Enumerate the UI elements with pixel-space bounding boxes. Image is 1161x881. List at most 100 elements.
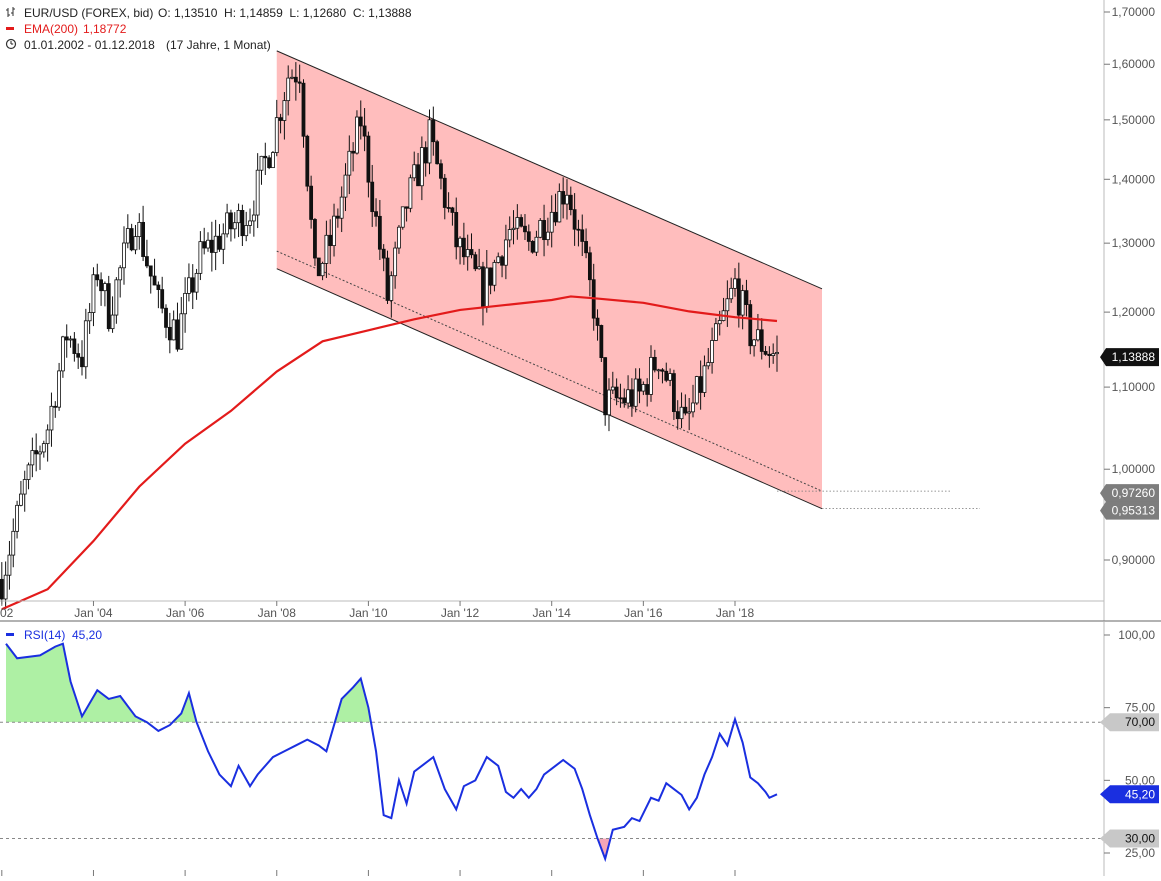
ema200-line[interactable] [1, 295, 778, 611]
candle-body [702, 365, 707, 393]
candle-body [57, 370, 61, 408]
candle-body [523, 225, 527, 233]
candle-body [645, 384, 650, 395]
candle-body [599, 325, 604, 359]
candle-body [171, 319, 176, 341]
price-tags[interactable]: 1,13888 0,97260 0,95313 [1100, 348, 1159, 520]
rsi-30-tag[interactable]: 30,00 [1100, 829, 1159, 848]
candle-body [305, 135, 310, 187]
candle-body [64, 336, 69, 341]
candle-body [282, 100, 287, 121]
rsi-legend: RSI(14) 45,20 [6, 628, 102, 642]
candle-body [710, 340, 714, 363]
candle-body [435, 141, 440, 165]
rsi-70-tag[interactable]: 70,00 [1100, 713, 1159, 732]
instrument-title: EUR/USD (FOREX, bid) [24, 6, 153, 20]
time-tick-label: Jan '12 [441, 606, 480, 620]
channel-upper-line[interactable] [276, 50, 823, 290]
rsi-30-tag-shape [1100, 829, 1159, 848]
candle-body [454, 212, 459, 248]
candle-body [393, 247, 398, 277]
candle-body [248, 220, 252, 226]
candle-body [572, 209, 577, 230]
rsi-tags[interactable]: 70,00 30,00 45,20 [1100, 713, 1159, 848]
price-tick-label: 0,90000 [1112, 553, 1156, 567]
candle-body [427, 119, 432, 164]
candle-body [271, 152, 275, 169]
time-tick-label: Jan '04 [74, 606, 113, 620]
candle-body [240, 209, 245, 237]
candle-body [335, 215, 340, 219]
candle-body [68, 338, 73, 341]
candle-body [152, 275, 157, 286]
channel-lower-tag[interactable]: 0,95313 [1100, 501, 1159, 520]
candle-body [206, 239, 210, 249]
candle-body [652, 356, 657, 371]
candle-body [183, 292, 188, 315]
candle-body [618, 397, 623, 400]
time-tick-label: Jan '08 [258, 606, 297, 620]
candle-body [549, 211, 554, 233]
candle-body [209, 239, 214, 253]
channel-lower-line[interactable] [276, 268, 823, 510]
candle-body [30, 450, 35, 466]
candle-body [274, 117, 279, 153]
candle-body [99, 279, 103, 292]
candle-body [694, 376, 699, 404]
candle-body [668, 373, 672, 381]
price-tick-label: 1,00000 [1112, 462, 1156, 476]
rsi-line[interactable] [5, 642, 778, 863]
chart-legend: EUR/USD (FOREX, bid) O: 1,13510 H: 1,148… [5, 6, 412, 52]
rsi-overbought-fill [6, 643, 736, 723]
candle-body [553, 211, 558, 223]
last-close-tag[interactable]: 1,13888 [1100, 348, 1159, 367]
candle-body [629, 389, 634, 407]
candle-body [351, 150, 356, 154]
candle-body [114, 279, 119, 316]
candle-body [400, 206, 405, 228]
channel-median-tag[interactable]: 0,97260 [1100, 484, 1159, 503]
candle-body [610, 386, 615, 391]
channel-median-line[interactable] [276, 250, 823, 492]
candle-body [622, 397, 627, 404]
candle-body [370, 181, 375, 213]
candle-body [103, 283, 107, 292]
candle-body [374, 211, 378, 217]
candle-body [545, 231, 550, 241]
ema-group [1, 295, 778, 611]
candle-body [190, 277, 195, 293]
candle-body [397, 226, 401, 249]
candle-body [664, 370, 669, 381]
candle-body [106, 283, 111, 330]
candle-body [729, 287, 734, 300]
candle-body [41, 443, 46, 453]
candle-body [714, 323, 718, 341]
candle-body [561, 191, 566, 205]
candle-body [759, 329, 764, 352]
candle-body [316, 257, 321, 277]
clock-icon [5, 38, 17, 50]
candle-body [461, 237, 466, 258]
candle-body [748, 304, 753, 347]
candle-body [496, 256, 501, 263]
candle-body [259, 155, 264, 171]
candle-body [80, 356, 84, 368]
rsi-last-tag[interactable]: 45,20 [1100, 785, 1159, 804]
candle-body [11, 530, 16, 556]
candle-body [164, 307, 168, 328]
candle-body [122, 242, 126, 269]
candle-body [347, 150, 352, 176]
candle-body [251, 214, 256, 222]
candle-body [332, 215, 336, 247]
price-tick-label: 1,10000 [1112, 380, 1156, 394]
candle-body [538, 220, 543, 238]
time-tick-label: Jan '10 [349, 606, 388, 620]
candle-body [412, 164, 417, 179]
candle-body [557, 191, 562, 223]
candle-body [519, 217, 524, 227]
rsi-legend-value: 45,20 [72, 628, 102, 642]
candle-body [19, 493, 23, 506]
time-axis: 02 Jan '04 Jan '06 Jan '08 Jan '10 Jan '12 Jan… [0, 600, 1104, 620]
